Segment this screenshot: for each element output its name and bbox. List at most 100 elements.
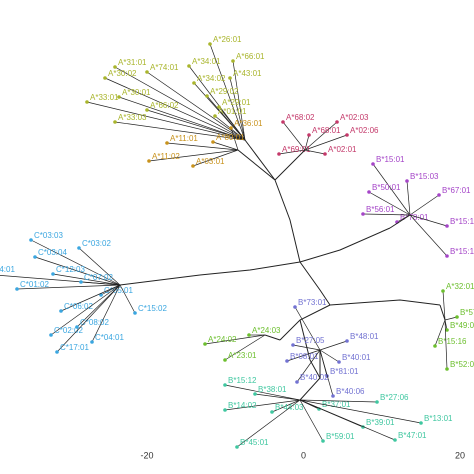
leaf-label: A*68:02 bbox=[286, 113, 315, 122]
branch bbox=[119, 284, 136, 314]
leaf-dot bbox=[147, 159, 151, 163]
branch bbox=[80, 281, 121, 286]
branch bbox=[444, 319, 448, 370]
leaf-label: A*36:01 bbox=[234, 119, 263, 128]
leaf-label: A*02:01 bbox=[328, 145, 357, 154]
leaf-label: B*73:01 bbox=[298, 298, 327, 307]
branch bbox=[224, 399, 301, 411]
leaf-label: B*40:06 bbox=[336, 387, 365, 396]
branch bbox=[406, 180, 411, 216]
branch bbox=[319, 349, 340, 363]
leaf-dot bbox=[229, 126, 233, 130]
backbone bbox=[199, 179, 441, 379]
branch bbox=[244, 139, 276, 181]
leaf-label: C*14:01 bbox=[0, 265, 15, 274]
branch bbox=[86, 101, 246, 141]
branch bbox=[409, 194, 440, 216]
leaf-dot bbox=[445, 224, 449, 228]
branch bbox=[264, 334, 281, 341]
leaf-dot bbox=[145, 108, 149, 112]
leaf-label: B*81:01 bbox=[330, 367, 359, 376]
branch bbox=[282, 121, 306, 151]
branch bbox=[204, 334, 266, 345]
leaf-label: C*03:03 bbox=[34, 231, 63, 240]
leaf-dot bbox=[133, 311, 137, 315]
leaf-dot bbox=[113, 120, 117, 124]
leaf-dot bbox=[277, 152, 281, 156]
branch bbox=[232, 60, 246, 141]
branch bbox=[294, 306, 321, 351]
clade: C*14:01 C*03:03 C*03:02 C*03:04 C*12:03C*07:… bbox=[0, 231, 201, 354]
leaf-dot bbox=[228, 76, 232, 80]
leaf-dot bbox=[371, 162, 375, 166]
leaf-dot bbox=[33, 255, 37, 259]
leaf-label: B*56:01 bbox=[366, 205, 395, 214]
leaf-dot bbox=[295, 380, 299, 384]
leaf-dot bbox=[208, 42, 212, 46]
branch bbox=[299, 399, 422, 424]
leaf-label: A*32:01 bbox=[446, 282, 474, 291]
leaf-dot bbox=[223, 408, 227, 412]
branch bbox=[118, 96, 246, 141]
leaf-label: A*02:06 bbox=[350, 126, 379, 135]
leaf-label: C*07:02 bbox=[84, 273, 113, 282]
leaf-dot bbox=[77, 246, 81, 250]
leaf-label: B*47:01 bbox=[398, 431, 427, 440]
leaf-label: B*27:05 bbox=[296, 336, 325, 345]
leaf-label: A*33:01 bbox=[90, 93, 119, 102]
leaf-dot bbox=[117, 95, 121, 99]
leaf-label: B*57:01 bbox=[460, 308, 474, 317]
branch bbox=[286, 349, 321, 362]
leaf-label: B*45:01 bbox=[240, 438, 269, 447]
leaf-dot bbox=[337, 360, 341, 364]
leaf-dot bbox=[49, 333, 53, 337]
branch bbox=[389, 214, 411, 229]
branch bbox=[296, 349, 321, 383]
branch bbox=[278, 149, 306, 155]
leaf-dot bbox=[29, 238, 33, 242]
leaf-label: A*29:02 bbox=[210, 87, 239, 96]
branch bbox=[237, 149, 276, 181]
branch bbox=[434, 319, 446, 347]
leaf-dot bbox=[85, 100, 89, 104]
branch bbox=[299, 399, 324, 442]
leaf-dot bbox=[113, 65, 117, 69]
branch bbox=[271, 399, 301, 413]
branch bbox=[218, 106, 246, 141]
leaf-dot bbox=[247, 333, 251, 337]
leaf-dot bbox=[323, 152, 327, 156]
leaf-label: B*40:02 bbox=[300, 373, 329, 382]
leaf-dot bbox=[441, 289, 445, 293]
branch bbox=[439, 304, 446, 321]
leaf-label: B*15:16 bbox=[438, 337, 467, 346]
branch bbox=[444, 316, 458, 321]
leaf-dot bbox=[165, 141, 169, 145]
leaf-dot bbox=[405, 179, 409, 183]
leaf-label: A*11:01 bbox=[170, 134, 198, 143]
branch bbox=[229, 77, 246, 141]
leaf-dot bbox=[79, 280, 83, 284]
leaf-label: B*67:01 bbox=[442, 186, 471, 195]
branch bbox=[192, 149, 239, 167]
leaf-dot bbox=[203, 342, 207, 346]
leaf-dot bbox=[15, 287, 19, 291]
leaf-label: B*15:12 bbox=[228, 376, 257, 385]
leaf-label: C*15:02 bbox=[138, 304, 167, 313]
leaf-dot bbox=[345, 339, 349, 343]
leaf-dot bbox=[445, 328, 449, 332]
leaf-label: A*66:01 bbox=[236, 52, 265, 61]
leaf-dot bbox=[285, 359, 289, 363]
leaf-label: A*03:01 bbox=[196, 157, 225, 166]
leaf-dot bbox=[213, 114, 217, 118]
leaf-dot bbox=[331, 394, 335, 398]
leaf-dot bbox=[335, 120, 339, 124]
branch bbox=[319, 349, 334, 397]
leaf-dot bbox=[321, 439, 325, 443]
branch bbox=[119, 274, 201, 286]
leaf-label: A*43:01 bbox=[233, 69, 262, 78]
branch bbox=[50, 284, 121, 336]
leaf-label: B*15:03 bbox=[410, 172, 439, 181]
branch bbox=[76, 284, 121, 328]
leaf-label: A*69:01 bbox=[282, 145, 311, 154]
